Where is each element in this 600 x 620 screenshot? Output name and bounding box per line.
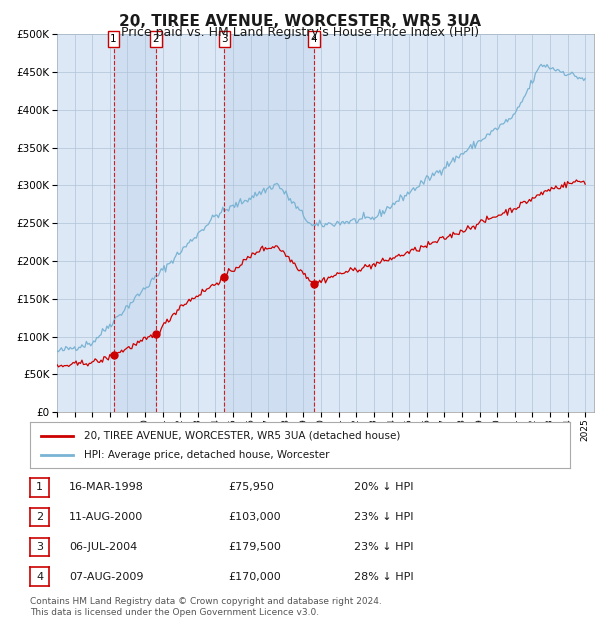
Text: 23% ↓ HPI: 23% ↓ HPI [354, 512, 413, 522]
Text: 2: 2 [36, 512, 43, 522]
Text: HPI: Average price, detached house, Worcester: HPI: Average price, detached house, Worc… [84, 450, 329, 460]
Text: 2: 2 [152, 34, 159, 44]
Bar [113, 34, 156, 412]
Text: £179,500: £179,500 [228, 542, 281, 552]
Text: 16-MAR-1998: 16-MAR-1998 [69, 482, 144, 492]
Bar [224, 34, 314, 412]
Text: 4: 4 [36, 572, 43, 582]
Text: 20, TIREE AVENUE, WORCESTER, WR5 3UA (detached house): 20, TIREE AVENUE, WORCESTER, WR5 3UA (de… [84, 430, 400, 441]
Text: 23% ↓ HPI: 23% ↓ HPI [354, 542, 413, 552]
Text: 06-JUL-2004: 06-JUL-2004 [69, 542, 137, 552]
Text: 28% ↓ HPI: 28% ↓ HPI [354, 572, 413, 582]
Text: 07-AUG-2009: 07-AUG-2009 [69, 572, 143, 582]
Text: £75,950: £75,950 [228, 482, 274, 492]
Text: Price paid vs. HM Land Registry's House Price Index (HPI): Price paid vs. HM Land Registry's House … [121, 26, 479, 39]
Text: 1: 1 [36, 482, 43, 492]
Text: 3: 3 [36, 542, 43, 552]
Text: 20% ↓ HPI: 20% ↓ HPI [354, 482, 413, 492]
Text: 3: 3 [221, 34, 228, 44]
Text: Contains HM Land Registry data © Crown copyright and database right 2024.
This d: Contains HM Land Registry data © Crown c… [30, 598, 382, 617]
Text: £170,000: £170,000 [228, 572, 281, 582]
Text: 4: 4 [311, 34, 317, 44]
Text: 20, TIREE AVENUE, WORCESTER, WR5 3UA: 20, TIREE AVENUE, WORCESTER, WR5 3UA [119, 14, 481, 29]
Text: 11-AUG-2000: 11-AUG-2000 [69, 512, 143, 522]
Text: £103,000: £103,000 [228, 512, 281, 522]
Text: 1: 1 [110, 34, 117, 44]
